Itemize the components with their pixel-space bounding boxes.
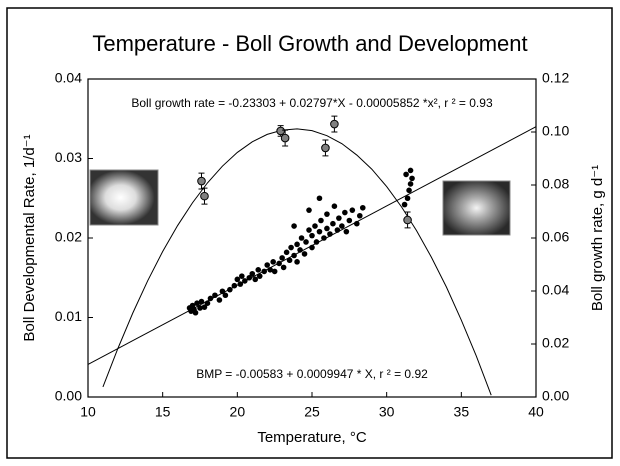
data-point	[294, 241, 300, 248]
annotation: Boll growth rate = -0.23303 + 0.02797*X …	[131, 96, 493, 110]
data-point	[318, 217, 324, 224]
data-point	[255, 267, 262, 273]
data-point	[194, 300, 200, 306]
data-point	[346, 217, 353, 224]
y2-tick-label: 0.02	[542, 335, 569, 351]
y2-tick-label: 0.10	[542, 123, 569, 139]
boll-photo	[442, 180, 511, 236]
x-tick-label: 40	[528, 404, 544, 420]
data-point	[303, 239, 309, 245]
data-point	[349, 207, 356, 213]
y-tick-label: 0.01	[55, 308, 82, 324]
data-point	[234, 276, 241, 283]
growth-point	[403, 215, 412, 225]
data-point	[343, 228, 350, 235]
data-point	[316, 228, 323, 235]
growth-point	[321, 143, 330, 153]
data-point	[407, 181, 414, 187]
data-point	[404, 195, 411, 202]
data-point	[222, 292, 229, 299]
data-point	[264, 262, 271, 268]
x-tick-label: 25	[304, 404, 320, 420]
x-tick-label: 30	[379, 404, 395, 420]
y-axis-label: Boll Developmental Rate, 1/d⁻¹	[21, 134, 38, 341]
x-tick-label: 15	[155, 404, 171, 420]
data-point	[409, 175, 415, 182]
data-point	[401, 201, 408, 208]
growth-point	[197, 176, 206, 186]
x-tick-label: 10	[80, 404, 96, 420]
y-tick-label: 0.02	[55, 229, 82, 245]
data-point	[316, 195, 323, 202]
data-point	[306, 207, 312, 213]
data-point	[239, 273, 245, 279]
y2-axis-label: Boll growth rate, g d⁻¹	[589, 165, 606, 311]
data-point	[330, 220, 336, 227]
y2-tick-label: 0.06	[542, 229, 569, 245]
x-tick-label: 20	[230, 404, 246, 420]
growth-point	[276, 126, 285, 136]
data-point	[342, 209, 348, 216]
data-point	[301, 251, 308, 257]
data-point	[291, 223, 297, 229]
annotation: BMP = -0.00583 + 0.0009947 * X, r ² = 0.…	[196, 367, 428, 381]
data-point	[359, 204, 366, 211]
data-point	[324, 225, 330, 232]
data-point	[294, 259, 300, 265]
data-point	[271, 268, 278, 275]
x-axis-label: Temperature, °C	[257, 429, 367, 446]
data-point	[252, 276, 259, 283]
data-point	[197, 305, 203, 311]
data-point	[270, 259, 276, 265]
data-point	[249, 270, 256, 277]
data-point	[280, 264, 287, 271]
data-point	[407, 167, 414, 174]
y2-tick-label: 0.00	[542, 388, 569, 404]
data-point	[331, 203, 338, 209]
y-tick-label: 0.00	[55, 388, 82, 404]
y-tick-label: 0.04	[55, 70, 82, 86]
flower-photo	[89, 169, 159, 226]
data-point	[286, 257, 293, 264]
data-point	[283, 249, 290, 256]
data-point	[356, 212, 363, 219]
data-point	[201, 304, 208, 310]
growth-point	[200, 191, 209, 201]
data-point	[256, 273, 263, 279]
data-point	[312, 223, 318, 229]
data-point	[339, 223, 345, 229]
data-point	[309, 232, 315, 239]
x-tick-label: 35	[454, 404, 470, 420]
data-point	[403, 171, 409, 178]
frame	[6, 7, 613, 459]
data-point	[288, 244, 294, 251]
data-point	[306, 227, 312, 233]
growth-point	[280, 133, 290, 143]
data-point	[216, 297, 223, 303]
y2-tick-label: 0.04	[542, 282, 569, 298]
data-point	[406, 187, 412, 194]
data-point	[298, 235, 305, 241]
y2-tick-label: 0.12	[542, 70, 569, 86]
data-point	[279, 255, 285, 261]
chart-title: Temperature - Boll Growth and Developmen…	[92, 31, 527, 56]
data-point	[336, 215, 342, 221]
y2-tick-label: 0.08	[542, 176, 569, 192]
data-point	[192, 309, 199, 316]
growth-point	[330, 119, 339, 129]
y-tick-label: 0.03	[55, 149, 82, 165]
fit-line	[102, 128, 492, 396]
fit-line	[88, 126, 536, 365]
data-point	[324, 211, 330, 217]
